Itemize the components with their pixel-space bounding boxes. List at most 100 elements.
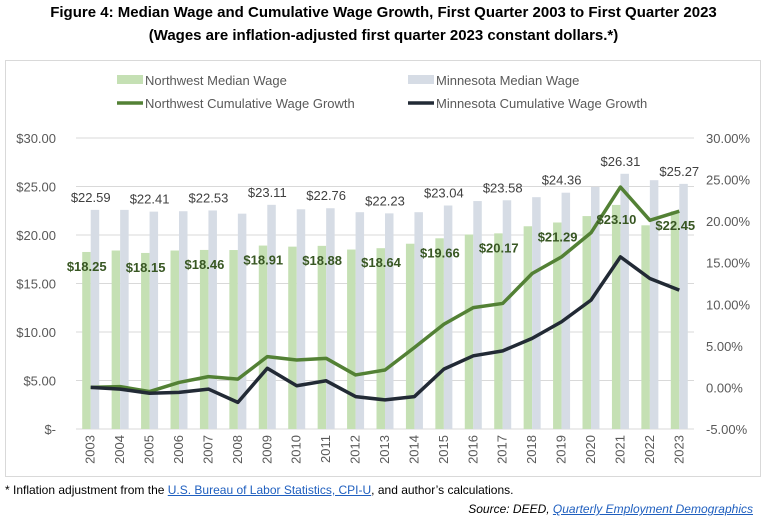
mn-wage-bar (620, 173, 629, 429)
y-right-tick-label: 20.00% (706, 214, 751, 229)
footnote-prefix: * Inflation adjustment from the (5, 483, 168, 497)
x-tick-label: 2003 (83, 435, 98, 464)
nw-wage-bar (317, 245, 327, 429)
mn-wage-bar (267, 204, 276, 429)
x-tick-label: 2010 (289, 435, 304, 464)
nw-wage-bar (376, 248, 385, 429)
mn-wage-bar (561, 192, 571, 429)
x-tick-label: 2020 (583, 435, 598, 464)
y-right-tick-label: 15.00% (706, 256, 751, 271)
nw-wage-label: $18.88 (302, 253, 342, 268)
mn-growth-line (90, 255, 680, 405)
x-tick-label: 2015 (436, 435, 451, 464)
nw-growth-line (90, 185, 680, 394)
y-left-tick-label: $25.00 (16, 180, 56, 195)
source-prefix: Source: DEED, (468, 502, 553, 516)
y-right-tick-label: 30.00% (706, 131, 751, 146)
lines (90, 185, 680, 405)
x-tick-label: 2023 (671, 435, 686, 464)
x-tick-label: 2004 (112, 435, 127, 464)
legend-swatch-mn_wage (408, 75, 434, 84)
y-axis-right: -5.00% 0.00% 5.00% 10.00% 15.00% 20.00% 25.00%… (706, 131, 751, 437)
mn-wage-bar (208, 210, 217, 429)
mn-wage-bar (473, 201, 482, 429)
mn-wage-bar (532, 197, 541, 429)
nw-wage-label: $21.29 (538, 229, 578, 244)
nw-wage-label: $20.17 (479, 240, 519, 255)
y-left-tick-label: $10.00 (16, 325, 56, 340)
x-tick-label: 2013 (377, 435, 392, 464)
mn-wage-bar (591, 186, 600, 429)
y-right-tick-label: 25.00% (706, 173, 751, 188)
mn-wage-label: $26.31 (601, 154, 641, 169)
mn-wage-label: $23.58 (483, 180, 523, 195)
footnote-suffix: , and author’s calculations. (371, 483, 514, 497)
nw-wage-bar (405, 243, 415, 429)
mn-wage-label: $22.53 (189, 190, 229, 205)
chart: $22.59 $18.25 $22.41 $18.15 $22.53 $18.46 $23.… (16, 73, 751, 464)
x-tick-label: 2014 (406, 435, 421, 464)
footnote: * Inflation adjustment from the U.S. Bur… (5, 483, 513, 497)
x-tick-label: 2005 (142, 435, 157, 464)
x-tick-label: 2011 (318, 435, 333, 463)
chart-title: Figure 4: Median Wage and Cumulative Wag… (50, 4, 717, 21)
x-tick-label: 2009 (259, 435, 274, 464)
y-right-tick-label: 10.00% (706, 297, 751, 312)
x-tick-label: 2012 (348, 435, 363, 464)
y-axis-left: $- $5.00 $10.00 $15.00 $20.00 $25.00 $30.00 (16, 131, 56, 437)
x-tick-label: 2016 (465, 435, 480, 464)
mn-wage-label: $23.04 (424, 186, 464, 201)
legend-label-mn_wage: Minnesota Median Wage (436, 73, 579, 88)
mn-wage-bar (296, 209, 306, 429)
mn-wage-bar (149, 211, 159, 429)
mn-wage-bar (443, 205, 453, 429)
nw-wage-bar (641, 225, 650, 429)
legend-label-mn_growth: Minnesota Cumulative Wage Growth (436, 96, 647, 111)
nw-wage-bar (494, 233, 503, 429)
mn-wage-bar (355, 212, 365, 429)
chart-frame (5, 60, 761, 477)
x-axis: 2003 2004 2005 2006 2007 2008 2009 2010 2011 2012… (83, 435, 687, 464)
nw-wage-label: $18.15 (126, 260, 166, 275)
mn-wage-bar (179, 211, 188, 429)
bls-cpi-link[interactable]: U.S. Bureau of Labor Statistics, CPI-U (167, 483, 372, 497)
legend-label-nw_growth: Northwest Cumulative Wage Growth (145, 96, 355, 111)
nw-wage-label: $18.25 (67, 259, 107, 274)
nw-wage-bar (523, 226, 533, 429)
y-right-tick-label: 5.00% (706, 339, 743, 354)
bars (82, 173, 688, 429)
chart-subtitle: (Wages are inflation-adjusted first quar… (148, 27, 619, 44)
mn-wage-label: $25.27 (659, 164, 699, 179)
mn-wage-label: $22.76 (306, 188, 346, 203)
x-tick-label: 2017 (495, 435, 510, 464)
y-left-tick-label: $15.00 (16, 277, 56, 292)
nw-wage-label: $22.45 (655, 218, 695, 233)
mn-wage-bar (679, 183, 688, 429)
nw-wage-label: $18.46 (185, 257, 225, 272)
y-left-tick-label: $20.00 (16, 228, 56, 243)
nw-wage-label: $18.91 (243, 253, 283, 268)
mn-wage-label: $23.11 (248, 185, 287, 200)
y-left-tick-label: $30.00 (16, 131, 56, 146)
legend: Northwest Median Wage Minnesota Median Wa… (117, 73, 647, 111)
x-tick-label: 2018 (524, 435, 539, 464)
mn-wage-bar (237, 213, 247, 429)
nw-wage-bar (288, 246, 297, 429)
nw-wage-bar (347, 249, 356, 429)
nw-wage-bar (111, 250, 121, 429)
nw-wage-label: $19.66 (420, 245, 460, 260)
x-tick-label: 2021 (612, 435, 627, 464)
mn-wage-bar (502, 200, 512, 429)
nw-wage-bar (82, 251, 91, 429)
nw-wage-bar (229, 250, 238, 429)
nw-wage-bar (141, 252, 150, 429)
y-right-tick-label: -5.00% (706, 422, 748, 437)
mn-wage-bar (90, 209, 100, 429)
mn-wage-bar (414, 212, 423, 429)
x-tick-label: 2008 (230, 435, 245, 464)
qed-link[interactable]: Quarterly Employment Demographics (552, 502, 753, 516)
y-left-tick-label: $5.00 (23, 374, 56, 389)
y-left-tick-label: $- (44, 422, 56, 437)
x-tick-label: 2006 (171, 435, 186, 464)
nw-wage-bar (582, 216, 591, 429)
